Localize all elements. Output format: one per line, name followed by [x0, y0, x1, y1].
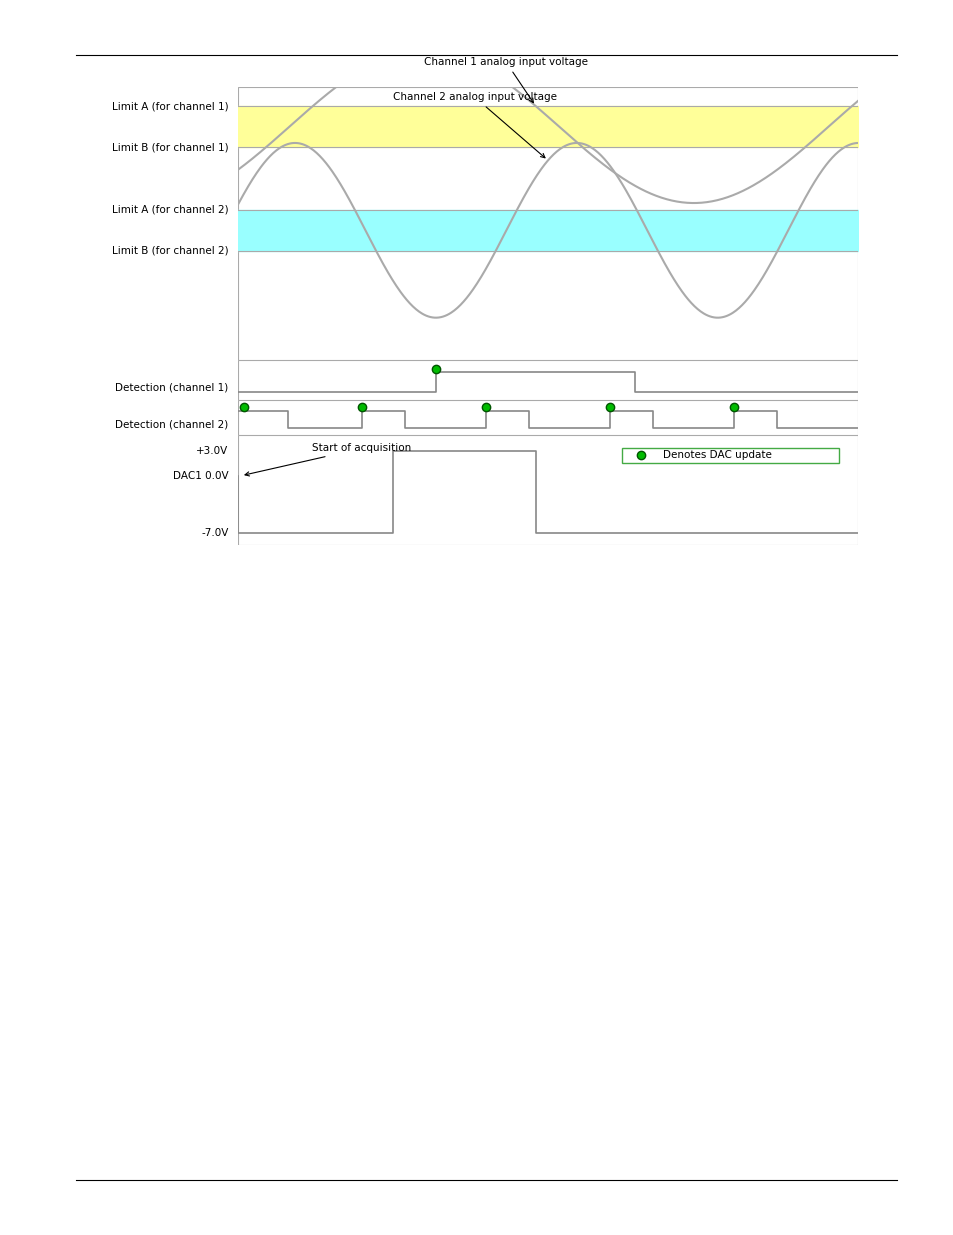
Text: +3.0V: +3.0V	[196, 446, 229, 456]
Text: Detection (channel 2): Detection (channel 2)	[115, 419, 229, 429]
Text: Start of acquisition: Start of acquisition	[245, 443, 411, 475]
Text: Limit B (for channel 1): Limit B (for channel 1)	[112, 142, 229, 152]
Text: Limit B (for channel 2): Limit B (for channel 2)	[112, 246, 229, 256]
Text: DAC1 0.0V: DAC1 0.0V	[172, 471, 229, 480]
Text: Channel 1 analog input voltage: Channel 1 analog input voltage	[423, 57, 587, 103]
Text: Channel 2 analog input voltage: Channel 2 analog input voltage	[393, 93, 557, 158]
Bar	[621, 448, 839, 463]
Text: Limit A (for channel 1): Limit A (for channel 1)	[112, 101, 229, 111]
Text: Denotes DAC update: Denotes DAC update	[662, 451, 771, 461]
Text: Detection (channel 1): Detection (channel 1)	[115, 383, 229, 393]
Text: -7.0V: -7.0V	[201, 527, 229, 537]
Text: Limit A (for channel 2): Limit A (for channel 2)	[112, 205, 229, 215]
